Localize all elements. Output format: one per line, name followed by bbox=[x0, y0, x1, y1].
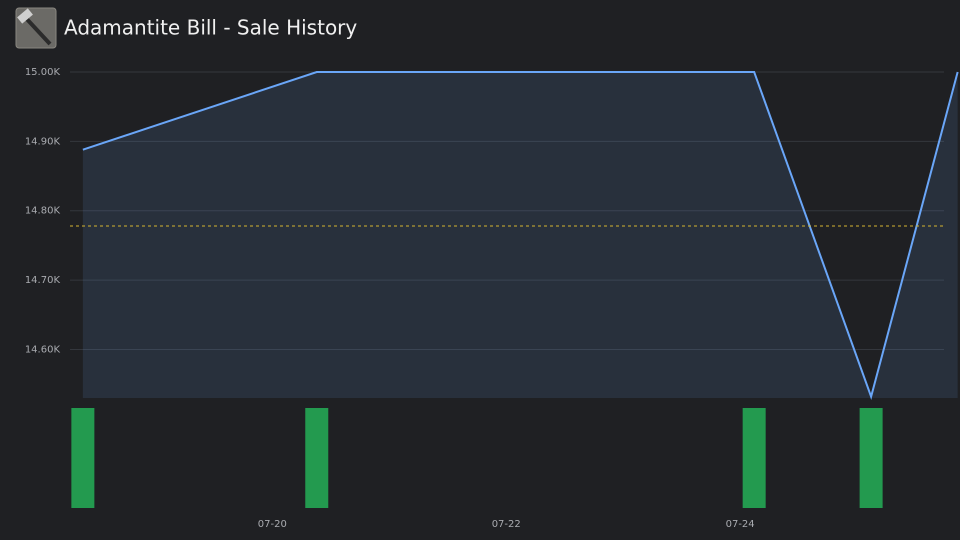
y-tick-label: 14.90K bbox=[25, 136, 61, 147]
y-tick-label: 14.70K bbox=[25, 275, 61, 286]
x-tick-label: 07-24 bbox=[726, 519, 755, 530]
y-tick-label: 14.60K bbox=[25, 344, 61, 355]
price-line bbox=[82, 71, 959, 400]
item-icon bbox=[15, 7, 57, 49]
area-fill bbox=[82, 72, 958, 398]
chart-title: Adamantite Bill - Sale History bbox=[64, 16, 357, 40]
x-tick-label: 07-20 bbox=[258, 519, 287, 530]
volume-bar bbox=[859, 408, 883, 508]
volume-bar bbox=[305, 408, 329, 508]
volume-bar bbox=[742, 408, 766, 508]
x-tick-label: 07-22 bbox=[492, 519, 521, 530]
y-tick-label: 15.00K bbox=[25, 67, 61, 78]
y-tick-label: 14.80K bbox=[25, 206, 61, 217]
volume-bar bbox=[71, 408, 95, 508]
